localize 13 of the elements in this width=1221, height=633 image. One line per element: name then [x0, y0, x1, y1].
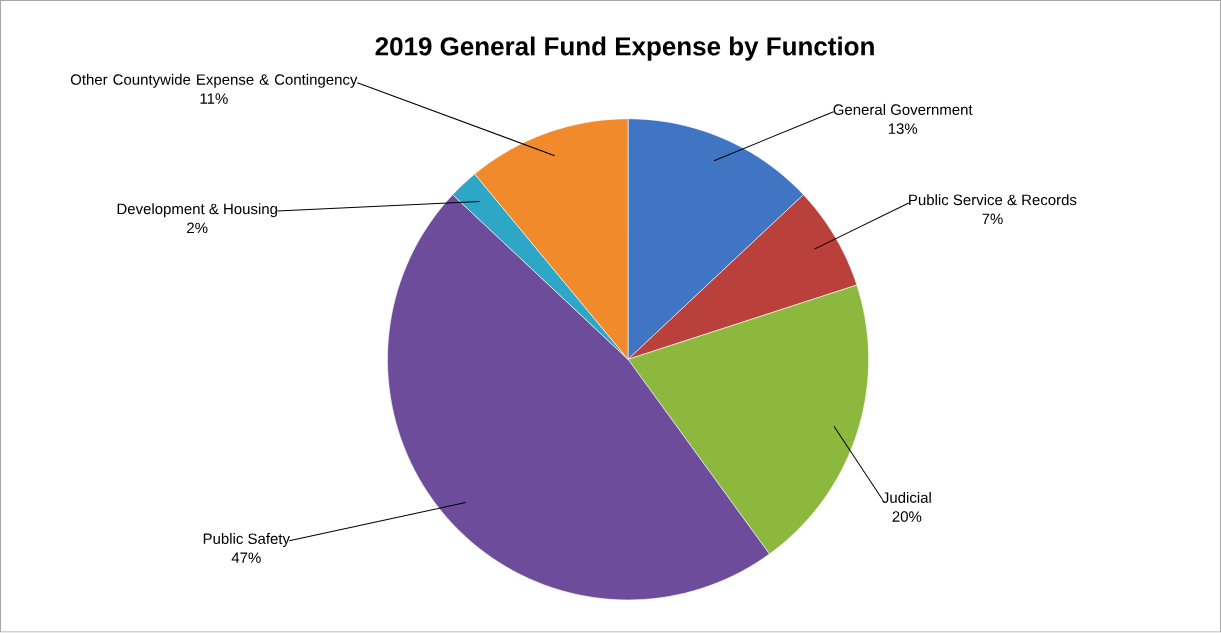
chart-title: 2019 General Fund Expense by Function	[375, 36, 874, 61]
slice-label: General Government	[833, 104, 973, 116]
data-label: 20%	[892, 511, 922, 523]
data-label: 47%	[231, 552, 261, 564]
slice-label: Other Countywide Expense & Contingency	[70, 74, 358, 89]
data-label: 7%	[982, 213, 1003, 225]
slice-label: Judicial	[882, 492, 931, 504]
slice-label: Development & Housing	[117, 203, 277, 218]
data-label: 13%	[888, 123, 918, 135]
slice-label: Public Service & Records	[909, 194, 1077, 206]
data-label: 11%	[200, 93, 228, 105]
slice-label: Public Safety	[203, 533, 290, 548]
data-label: 2%	[187, 222, 208, 234]
